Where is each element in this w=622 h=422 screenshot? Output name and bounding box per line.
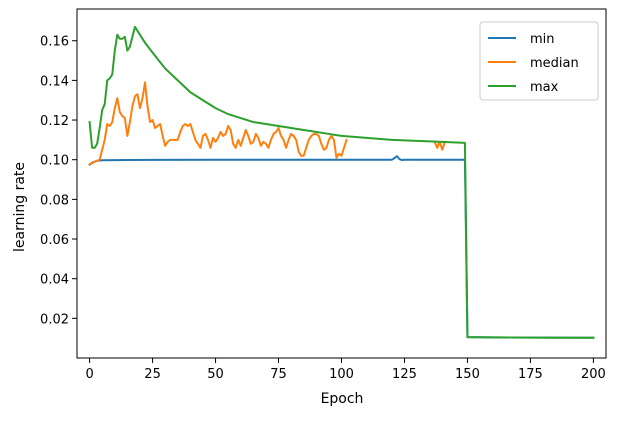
x-tick-label: 100: [329, 367, 354, 382]
x-tick-label: 25: [144, 367, 161, 382]
legend-label-min: min: [530, 32, 555, 47]
series-line-max: [88, 25, 595, 339]
x-tick-label: 200: [581, 367, 606, 382]
y-tick-label: 0.10: [40, 154, 69, 169]
x-tick-label: 125: [392, 367, 417, 382]
y-tick-label: 0.12: [40, 114, 69, 129]
series-line-min: [88, 155, 595, 339]
y-tick-label: 0.08: [40, 193, 69, 208]
y-tick-label: 0.02: [40, 312, 69, 327]
x-tick-label: 75: [270, 367, 287, 382]
series-line-median: [433, 140, 447, 151]
legend-box: [479, 21, 599, 101]
x-tick-label: 175: [518, 367, 543, 382]
x-tick-label: 50: [207, 367, 224, 382]
series-layer: [88, 25, 595, 339]
x-tick-label: 150: [455, 367, 480, 382]
legend-label-max: max: [530, 80, 559, 95]
axes-layer: 0 25 50 75 100 125 150 175 200 0.02 0.04 0.06 0.08 0.…: [40, 8, 607, 382]
x-tick-label: 0: [85, 367, 93, 382]
legend: min median max: [479, 21, 599, 101]
y-axis-label: learning rate: [12, 162, 28, 252]
y-tick-label: 0.14: [40, 74, 69, 89]
legend-label-median: median: [530, 56, 579, 71]
x-axis-label: Epoch: [321, 391, 364, 407]
series-line-median: [88, 81, 348, 167]
y-tick-label: 0.06: [40, 233, 69, 248]
y-tick-label: 0.04: [40, 273, 69, 288]
y-tick-label: 0.16: [40, 35, 69, 50]
